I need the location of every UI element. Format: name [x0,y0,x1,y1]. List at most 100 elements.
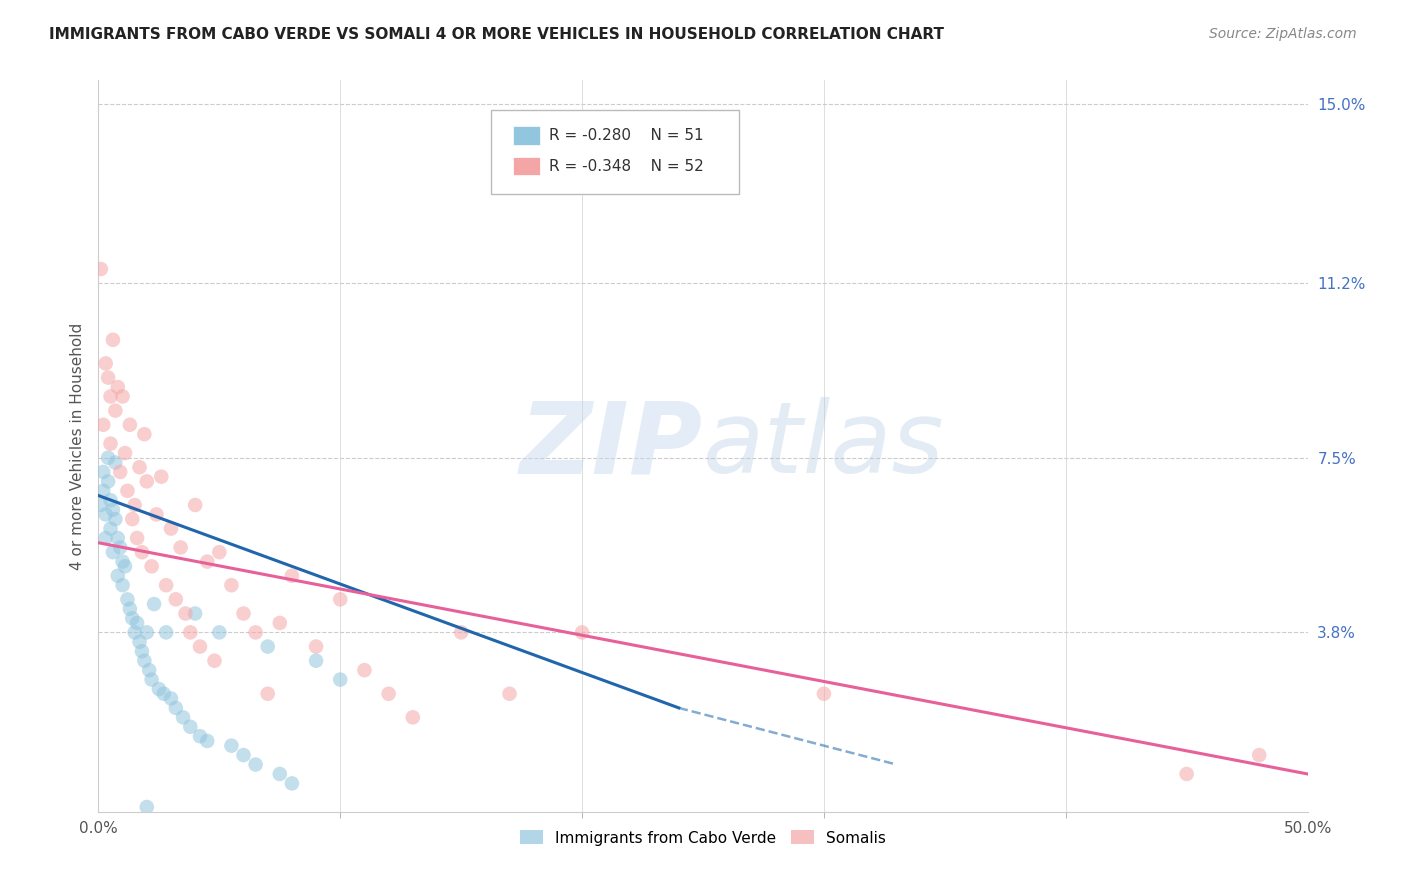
Point [111,555,134,569]
Point [184,498,207,512]
Text: IMMIGRANTS FROM CABO VERDE VS SOMALI 4 OR MORE VEHICLES IN HOUSEHOLD CORRELATION: IMMIGRANTS FROM CABO VERDE VS SOMALI 4 O… [49,27,945,42]
Point [118,417,141,432]
Point [100,436,122,450]
Point [134,654,156,668]
Point [141,673,163,687]
Point [281,568,304,582]
Y-axis label: 4 or more Vehicles in Household: 4 or more Vehicles in Household [69,322,84,570]
Point [353,663,375,677]
Point [100,522,122,536]
Point [377,687,399,701]
Point [138,663,160,677]
Point [91,417,114,432]
Point [101,545,124,559]
Point [104,403,127,417]
Point [97,370,120,384]
Point [281,776,304,790]
Point [104,512,127,526]
Point [172,710,194,724]
Point [165,592,187,607]
Point [100,493,122,508]
Point [100,389,122,403]
Point [118,602,141,616]
Point [107,380,129,394]
Point [305,654,328,668]
Point [111,389,134,403]
Point [204,654,226,668]
Text: R = -0.280    N = 51: R = -0.280 N = 51 [550,128,704,144]
Point [165,701,187,715]
Point [148,681,170,696]
Point [97,450,120,465]
Point [813,687,835,701]
FancyBboxPatch shape [513,157,540,176]
Text: Source: ZipAtlas.com: Source: ZipAtlas.com [1209,27,1357,41]
Point [128,460,150,475]
Point [124,625,146,640]
Legend: Immigrants from Cabo Verde, Somalis: Immigrants from Cabo Verde, Somalis [513,824,893,852]
Point [245,757,267,772]
Text: atlas: atlas [703,398,945,494]
Point [143,597,166,611]
Point [127,531,149,545]
Point [135,625,157,640]
Point [101,502,124,516]
Point [245,625,267,640]
Point [221,739,243,753]
Point [402,710,425,724]
Text: R = -0.348    N = 52: R = -0.348 N = 52 [550,159,704,174]
Point [124,498,146,512]
Point [450,625,472,640]
Point [179,625,201,640]
Point [121,512,143,526]
Point [269,767,291,781]
Point [128,635,150,649]
Point [97,475,120,489]
Point [107,568,129,582]
Point [232,607,254,621]
FancyBboxPatch shape [492,110,740,194]
Point [111,578,134,592]
Point [188,640,211,654]
Point [232,748,254,763]
Point [107,531,129,545]
Point [208,545,231,559]
Point [208,625,231,640]
Text: ZIP: ZIP [520,398,703,494]
Point [152,687,174,701]
Point [160,522,183,536]
Point [221,578,243,592]
Point [269,615,291,630]
Point [135,800,157,814]
Point [127,615,149,630]
Point [90,498,112,512]
Point [305,640,328,654]
Point [145,508,167,522]
Point [94,508,117,522]
Point [90,262,112,277]
Point [256,640,278,654]
Point [91,465,114,479]
Point [141,559,163,574]
Point [114,559,136,574]
Point [135,475,157,489]
Point [1175,767,1198,781]
Point [498,687,520,701]
Point [117,592,139,607]
Point [94,356,117,370]
FancyBboxPatch shape [513,127,540,145]
Point [329,592,352,607]
Point [155,578,177,592]
Point [174,607,197,621]
Point [169,541,191,555]
Point [117,483,139,498]
Point [101,333,124,347]
Point [179,720,201,734]
Point [121,611,143,625]
Point [94,531,117,545]
Point [195,555,218,569]
Point [155,625,177,640]
Point [1249,748,1271,763]
Point [329,673,352,687]
Point [188,729,211,743]
